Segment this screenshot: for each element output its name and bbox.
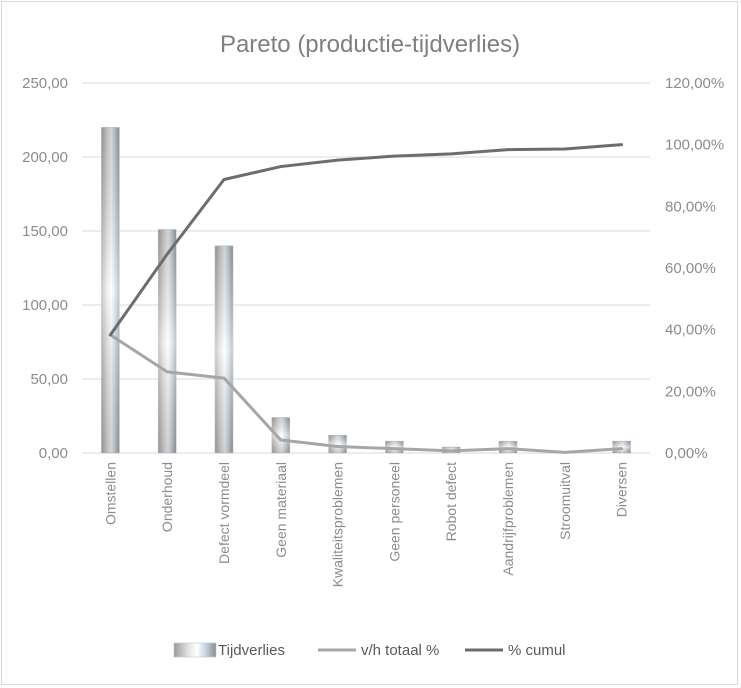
right-axis-tick-label: 80,00%: [665, 198, 716, 215]
category-label: Geen personeel: [386, 462, 402, 562]
left-axis-tick-label: 0,00: [39, 445, 68, 462]
category-label: Geen materiaal: [273, 462, 289, 558]
left-axis-tick-label: 250,00: [22, 75, 68, 92]
left-axis-tick-label: 200,00: [22, 149, 68, 166]
legend-label: % cumul: [508, 642, 566, 659]
category-label: Stroomuitval: [557, 462, 573, 540]
category-label: Defect vormdeel: [216, 462, 232, 564]
right-axis-tick-label: 40,00%: [665, 322, 716, 339]
category-label: Robot defect: [443, 462, 459, 541]
left-axis-tick-label: 150,00: [22, 223, 68, 240]
bar-shade: [271, 417, 290, 453]
category-label: Aandrijfproblemen: [500, 462, 516, 576]
series-line: [108, 333, 624, 454]
bar-shade: [101, 127, 120, 454]
bar-shade: [158, 229, 177, 453]
right-axis-tick-label: 0,00%: [665, 445, 708, 462]
legend-swatch: [173, 642, 217, 658]
left-axis-tick-label: 100,00: [22, 297, 68, 314]
left-axis-tick-label: 50,00: [30, 371, 68, 388]
category-label: Omstellen: [102, 462, 118, 525]
legend-label: v/h totaal %: [361, 642, 439, 659]
bar-shade: [612, 441, 631, 453]
category-label: Onderhoud: [159, 462, 175, 532]
bar-shade: [499, 441, 517, 453]
right-axis-tick-label: 20,00%: [665, 383, 716, 400]
right-axis-tick-label: 100,00%: [665, 137, 724, 154]
category-label: Kwaliteitsproblemen: [330, 462, 346, 587]
category-label: Diversen: [614, 462, 630, 517]
legend-label: Tijdverlies: [218, 642, 285, 659]
chart-title: Pareto (productie-tijdverlies): [220, 31, 520, 58]
bar-shade: [328, 435, 347, 453]
bar-shade: [215, 245, 233, 453]
series-line: [108, 143, 624, 337]
bar-shade: [385, 441, 404, 453]
right-axis-tick-label: 60,00%: [665, 260, 716, 277]
right-axis-tick-label: 120,00%: [665, 75, 724, 92]
